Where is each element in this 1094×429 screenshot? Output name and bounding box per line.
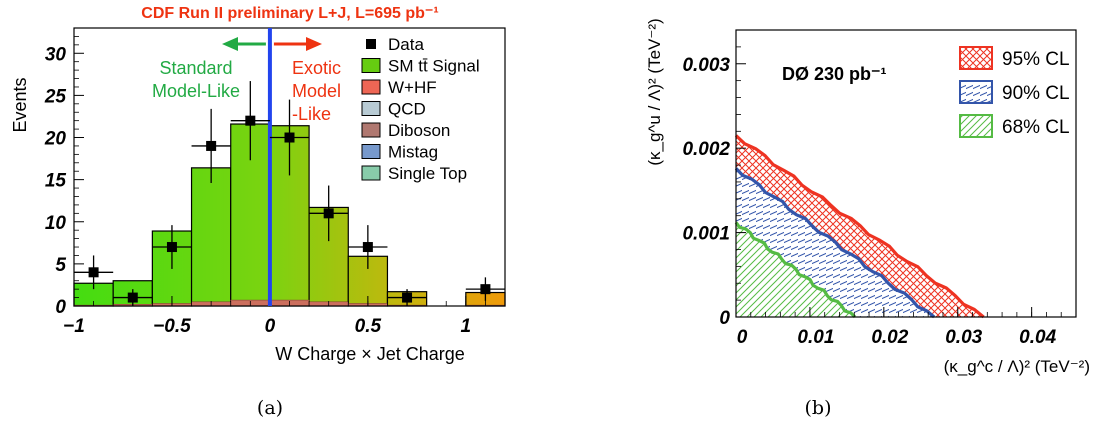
legend-label: Mistag (388, 143, 438, 162)
y-tick-label: 10 (45, 213, 67, 234)
chart-b-frame (735, 29, 1077, 318)
exotic-model-label: Model (292, 81, 341, 101)
legend-label: W+HF (388, 78, 437, 97)
chart-b-x-axis-label: (κ_g^c / Λ)² (TeV⁻²) (944, 357, 1090, 376)
y-tick-label: 15 (45, 171, 67, 192)
data-point (245, 115, 256, 126)
legend-label: Single Top (388, 164, 467, 183)
contour-edge (734, 134, 985, 319)
legend-swatch (959, 114, 993, 138)
y-tick-label: 25 (44, 86, 67, 107)
legend-label: SM tt̄ Signal (388, 57, 480, 76)
chart-b-y-axis-label: (κ_g^u / Λ)² (TeV⁻²) (645, 18, 664, 165)
y-tick-label: 0 (55, 297, 66, 318)
data-point (362, 242, 373, 253)
chart-a-y-axis-label: Events (10, 77, 30, 132)
data-point (166, 242, 177, 253)
right-arrow-head (306, 37, 322, 51)
chart-b: 0 0.001 0.002 0.003 0 0.01 0.02 0.03 0.04 DØ 230… (645, 18, 1090, 419)
x-tick-label: 0.5 (355, 316, 382, 337)
chart-a-x-axis-label: W Charge × Jet Charge (275, 344, 465, 364)
chart-a-axes: 0 5 10 15 20 25 30 −1 −0.5 0 0.5 1 (44, 27, 506, 337)
x-tick-label: 1 (461, 316, 472, 337)
legend-label: Diboson (388, 121, 450, 140)
chart-b-caption: (b) (805, 397, 832, 419)
data-point (88, 267, 99, 278)
legend-swatch (361, 79, 381, 95)
chart-b-contours (734, 134, 985, 319)
y-tick-label: 0 (719, 308, 730, 329)
x-tick-label: 0.01 (797, 327, 834, 348)
chart-a-caption: (a) (257, 397, 283, 419)
y-tick-label: 0.002 (682, 139, 730, 160)
legend-swatch (361, 122, 381, 138)
standard-model-label: Model-Like (152, 81, 240, 101)
legend-swatch (959, 80, 993, 104)
legend-label: QCD (388, 100, 426, 119)
legend-label: 95% CL (1002, 49, 1070, 70)
legend-swatch (361, 165, 381, 181)
x-tick-label: 0.02 (871, 327, 908, 348)
legend-swatch (361, 58, 381, 73)
legend-swatch (959, 46, 993, 70)
legend-label: 68% CL (1002, 117, 1070, 138)
legend-label: Data (388, 35, 424, 54)
chart-a: CDF Run II preliminary L+J, L=695 pb⁻¹ 0… (10, 5, 506, 419)
contour-edge (734, 221, 857, 319)
chart-b-title: DØ 230 pb⁻¹ (782, 64, 887, 84)
data-point (206, 140, 217, 151)
y-tick-label: 5 (55, 255, 66, 276)
legend-marker-data (366, 39, 376, 49)
chart-a-legend: Data SM tt̄ Signal W+HF QCD Diboson Mistag Sin… (361, 35, 480, 183)
y-tick-label: 0.003 (682, 55, 730, 76)
x-tick-label: 0 (265, 316, 276, 337)
data-point (127, 292, 138, 303)
chart-a-bars (73, 123, 506, 307)
x-tick-label: −0.5 (153, 316, 191, 337)
chart-a-title: CDF Run II preliminary L+J, L=695 pb⁻¹ (141, 5, 438, 22)
y-tick-label: 20 (44, 129, 67, 150)
y-tick-label: 0.001 (682, 224, 730, 245)
standard-model-label: Standard (159, 58, 232, 78)
legend-label: 90% CL (1002, 83, 1070, 104)
chart-b-axes: 0 0.001 0.002 0.003 0 0.01 0.02 0.03 0.04 (682, 29, 1077, 348)
chart-a-data-points (74, 81, 505, 306)
chart-b-legend: 95% CL 90% CL 68% CL (959, 46, 1070, 138)
y-tick-label: 30 (45, 44, 67, 65)
exotic-model-label: -Like (292, 104, 331, 124)
signal-bar (190, 167, 232, 307)
x-tick-label: 0 (737, 327, 748, 348)
data-point (480, 284, 491, 295)
exotic-model-label: Exotic (292, 58, 341, 78)
left-arrow-head (222, 37, 238, 51)
legend-swatch (361, 101, 381, 116)
contour-edge (734, 167, 936, 319)
x-tick-label: 0.04 (1019, 327, 1056, 348)
data-point (284, 132, 295, 143)
data-point (402, 292, 413, 303)
data-point (323, 208, 334, 219)
x-tick-label: −1 (63, 316, 85, 337)
x-tick-label: 0.03 (945, 327, 982, 348)
legend-swatch (361, 144, 381, 159)
